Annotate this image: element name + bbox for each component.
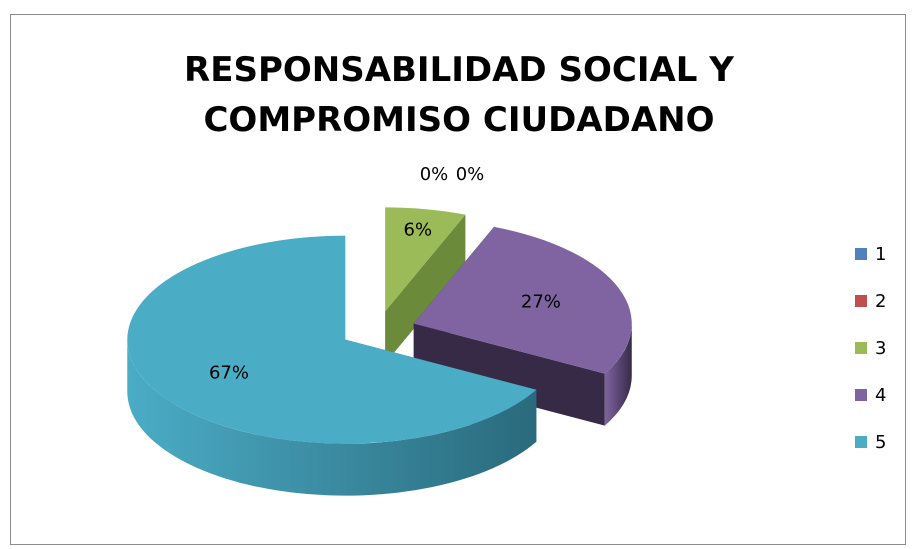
data-label-5: 67% <box>209 363 249 384</box>
chart-title-line-1: RESPONSABILIDAD SOCIAL Y <box>184 50 734 90</box>
data-label-1: 0% <box>420 164 449 185</box>
chart-title: RESPONSABILIDAD SOCIAL Y COMPROMISO CIUD… <box>11 45 907 145</box>
pie-slice-5 <box>127 235 537 496</box>
pie-slice-4-wall-2 <box>413 323 605 426</box>
legend-swatch-1 <box>855 248 867 260</box>
pie-slice-3-wall-2 <box>385 214 466 364</box>
pie-slice-5-top <box>127 235 537 444</box>
legend-label-3: 3 <box>875 337 887 359</box>
legend-item-3: 3 <box>855 337 887 359</box>
pie-slice-4 <box>413 226 632 426</box>
legend-label-4: 4 <box>875 384 887 406</box>
legend-swatch-5 <box>855 436 867 448</box>
legend-item-5: 5 <box>855 431 887 453</box>
legend-swatch-2 <box>855 295 867 307</box>
pie-slice-5-side <box>127 339 537 496</box>
data-label-4: 27% <box>521 292 561 313</box>
pie-slice-3-top <box>385 207 466 312</box>
legend-label-1: 1 <box>875 243 887 265</box>
pie-slice-4-top <box>413 226 632 374</box>
legend-swatch-3 <box>855 342 867 354</box>
legend-swatch-4 <box>855 389 867 401</box>
data-label-3: 6% <box>404 220 433 241</box>
data-label-2: 0% <box>456 164 485 185</box>
legend-label-5: 5 <box>875 431 887 453</box>
chart-title-line-2: COMPROMISO CIUDADANO <box>203 100 715 140</box>
pie-slice-4-side <box>604 323 632 426</box>
legend-item-4: 4 <box>855 384 887 406</box>
legend-item-1: 1 <box>855 243 887 265</box>
pie-slice-3 <box>385 207 466 364</box>
legend-item-2: 2 <box>855 290 887 312</box>
legend-label-2: 2 <box>875 290 887 312</box>
